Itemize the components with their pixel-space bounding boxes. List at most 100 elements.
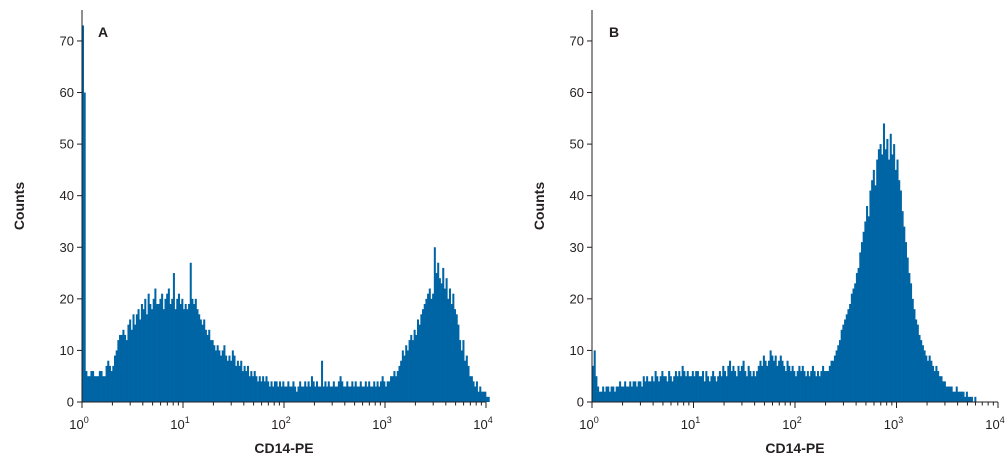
histogram-bar xyxy=(955,386,958,402)
histogram-bar xyxy=(425,298,428,402)
histogram-bar xyxy=(712,371,715,402)
x-tick-label: 104 xyxy=(985,415,1004,432)
histogram-bar xyxy=(83,92,86,402)
histogram-bar xyxy=(184,304,187,402)
histogram-bar xyxy=(734,371,737,402)
histogram-bar xyxy=(673,376,676,402)
histogram-bar xyxy=(457,324,460,402)
panel-label-a: A xyxy=(98,24,108,40)
histogram-bar xyxy=(145,314,148,402)
histogram-bar xyxy=(789,371,792,402)
histogram-bar xyxy=(171,298,174,402)
histogram-bar xyxy=(683,371,686,402)
histogram-bar xyxy=(930,360,933,402)
histogram-bar xyxy=(605,386,608,402)
histogram-bar xyxy=(659,376,662,402)
histogram-bar xyxy=(87,376,90,402)
histogram-bar xyxy=(676,376,679,402)
histogram-bar xyxy=(221,350,224,402)
x-tick-label: 102 xyxy=(782,415,801,432)
histogram-bar xyxy=(174,309,177,402)
histogram-bar xyxy=(253,371,256,402)
histogram-bar xyxy=(410,334,413,402)
histogram-bar xyxy=(448,288,451,402)
histogram-bar xyxy=(482,391,485,402)
histogram-bar xyxy=(472,381,475,402)
y-tick-label: 20 xyxy=(570,291,584,306)
histogram-bar xyxy=(778,360,781,402)
y-tick-label: 10 xyxy=(570,343,584,358)
histogram-bar xyxy=(100,371,103,402)
histogram-bar xyxy=(619,381,622,402)
histogram-bar xyxy=(442,267,445,402)
histogram-bar xyxy=(361,386,364,402)
histogram-panel-b: B CD14-PE Counts 0 10 20 30 40 50 60 70 100 101 10… xyxy=(531,10,1005,456)
histogram-bar xyxy=(717,376,720,402)
histogram-bar xyxy=(169,304,172,402)
histogram-bar xyxy=(899,190,902,402)
histogram-bar xyxy=(353,386,356,402)
y-axis-title-a: Counts xyxy=(11,182,27,230)
histogram-bar xyxy=(806,371,809,402)
histogram-bar xyxy=(270,381,273,402)
histogram-bar xyxy=(379,381,382,402)
histogram-bar xyxy=(823,371,826,402)
histogram-bar xyxy=(730,371,733,402)
histogram-bar xyxy=(147,293,150,402)
histogram-bar xyxy=(822,365,825,402)
histogram-bar xyxy=(644,381,647,402)
histogram-bar xyxy=(600,391,603,402)
histogram-bar xyxy=(337,381,340,402)
histogram-bar xyxy=(484,391,487,402)
histogram-bar xyxy=(386,381,389,402)
histogram-bar xyxy=(732,365,735,402)
histogram-bar xyxy=(894,169,897,402)
histogram-bar xyxy=(396,371,399,402)
histogram-bar xyxy=(314,386,317,402)
histogram-bar xyxy=(305,386,308,402)
histogram-bar xyxy=(729,360,732,402)
histogram-bar xyxy=(273,381,276,402)
histogram-bar xyxy=(250,371,253,402)
histogram-bar xyxy=(282,381,285,402)
histogram-bar xyxy=(904,242,907,402)
histogram-bar xyxy=(837,345,840,402)
histogram-bar xyxy=(866,206,869,402)
histogram-bar xyxy=(405,345,408,402)
histogram-bar xyxy=(774,355,777,402)
histogram-bar xyxy=(818,376,821,402)
histogram-bar xyxy=(422,309,425,402)
histogram-bar xyxy=(233,355,236,402)
histogram-bar xyxy=(346,381,349,402)
histogram-bar xyxy=(938,376,941,402)
histogram-bar xyxy=(354,381,357,402)
histogram-bar xyxy=(423,304,426,402)
x-tick-label: 101 xyxy=(681,415,700,432)
histogram-bar xyxy=(378,386,381,402)
histogram-bar xyxy=(947,386,950,402)
histogram-bar xyxy=(309,386,312,402)
histogram-bar xyxy=(223,345,226,402)
histogram-bar xyxy=(161,293,164,402)
histogram-bar xyxy=(166,293,169,402)
histogram-bar xyxy=(625,386,628,402)
histogram-bar xyxy=(452,293,455,402)
histogram-bar xyxy=(230,360,233,402)
histogram-bar xyxy=(798,365,801,402)
histogram-bar xyxy=(803,371,806,402)
histogram-bar xyxy=(969,396,972,402)
histogram-bar xyxy=(374,386,377,402)
histogram-bar xyxy=(771,355,774,402)
histogram-bar xyxy=(265,376,268,402)
histogram-bar xyxy=(669,376,672,402)
histogram-bar xyxy=(700,376,703,402)
histogram-bar xyxy=(418,324,421,402)
histogram-bar xyxy=(767,360,770,402)
histogram-bar xyxy=(393,371,396,402)
histogram-bar xyxy=(674,371,677,402)
histogram-bar xyxy=(867,216,870,402)
histogram-bar xyxy=(272,386,275,402)
histogram-bar xyxy=(88,376,91,402)
histogram-bar xyxy=(764,360,767,402)
